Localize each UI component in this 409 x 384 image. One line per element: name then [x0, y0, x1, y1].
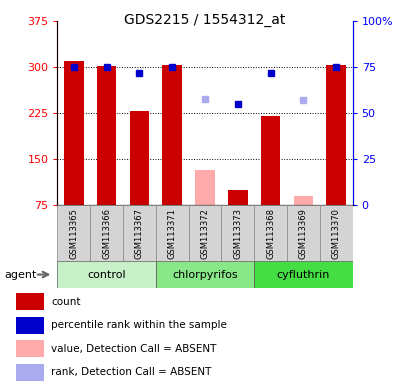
Bar: [57, 205, 90, 261]
Text: agent: agent: [4, 270, 36, 280]
Bar: [254, 205, 286, 261]
Text: rank, Detection Call = ABSENT: rank, Detection Call = ABSENT: [52, 367, 211, 377]
Bar: [260, 116, 280, 205]
Text: GSM113365: GSM113365: [69, 208, 78, 259]
Text: value, Detection Call = ABSENT: value, Detection Call = ABSENT: [52, 344, 216, 354]
Text: GSM113368: GSM113368: [265, 208, 274, 259]
Text: GSM113370: GSM113370: [331, 208, 340, 259]
Text: GSM113371: GSM113371: [167, 208, 176, 259]
Bar: [195, 170, 214, 205]
Bar: [16, 293, 43, 310]
Bar: [155, 205, 188, 261]
Bar: [57, 261, 155, 288]
Text: GSM113373: GSM113373: [233, 208, 242, 259]
Bar: [286, 205, 319, 261]
Text: GSM113367: GSM113367: [135, 208, 144, 259]
Text: GSM113372: GSM113372: [200, 208, 209, 259]
Bar: [129, 111, 149, 205]
Bar: [162, 65, 182, 205]
Bar: [97, 66, 116, 205]
Text: chlorpyrifos: chlorpyrifos: [172, 270, 237, 280]
Bar: [123, 205, 155, 261]
Bar: [90, 205, 123, 261]
Bar: [16, 317, 43, 334]
Bar: [326, 65, 345, 205]
Bar: [16, 364, 43, 381]
Bar: [155, 261, 254, 288]
Text: GSM113366: GSM113366: [102, 208, 111, 259]
Text: percentile rank within the sample: percentile rank within the sample: [52, 320, 227, 330]
Text: control: control: [87, 270, 126, 280]
Text: cyfluthrin: cyfluthrin: [276, 270, 329, 280]
Bar: [64, 61, 83, 205]
Text: GSM113369: GSM113369: [298, 208, 307, 259]
Bar: [221, 205, 254, 261]
Bar: [319, 205, 352, 261]
Bar: [254, 261, 352, 288]
Text: GDS2215 / 1554312_at: GDS2215 / 1554312_at: [124, 13, 285, 27]
Bar: [16, 340, 43, 357]
Text: count: count: [52, 297, 81, 307]
Bar: [227, 190, 247, 205]
Bar: [293, 196, 312, 205]
Bar: [188, 205, 221, 261]
